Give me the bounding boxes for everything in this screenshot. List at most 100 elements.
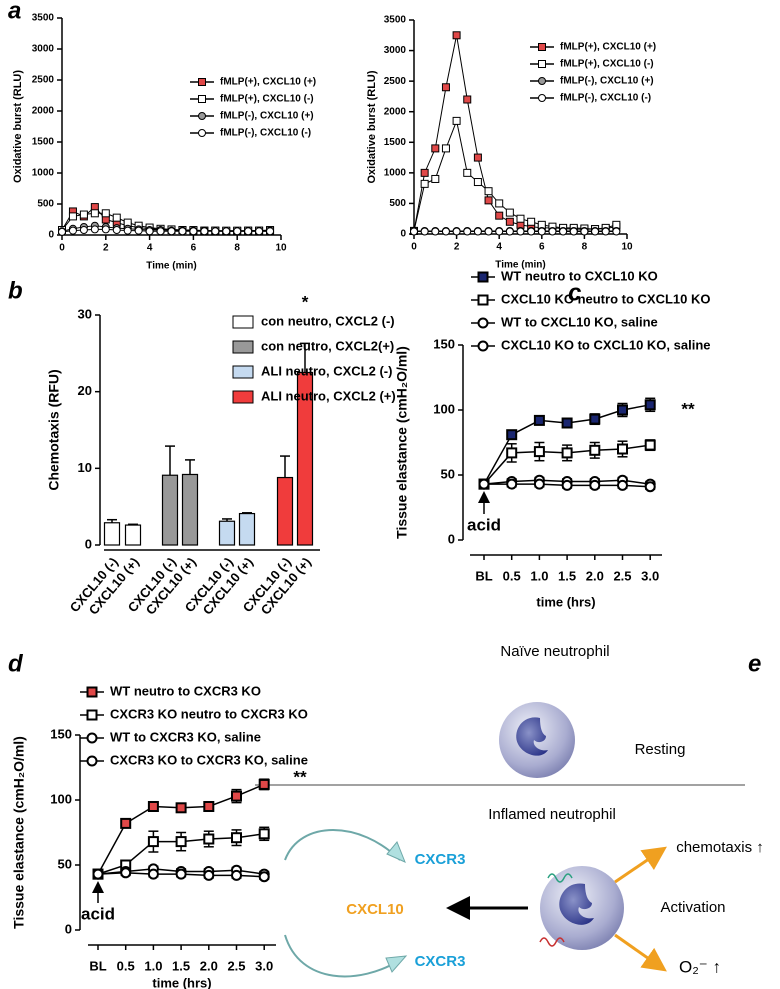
legend-marker xyxy=(198,95,206,103)
marker xyxy=(420,168,429,177)
nucleus xyxy=(559,883,594,925)
marker xyxy=(516,227,525,236)
y-tick-label: 150 xyxy=(433,336,455,351)
marker xyxy=(134,226,143,235)
legend-swatch xyxy=(232,315,254,329)
panel-label: e xyxy=(748,650,761,677)
legend-marker xyxy=(538,43,546,51)
marker xyxy=(90,209,99,218)
marker xyxy=(431,227,440,236)
legend-marker xyxy=(198,78,206,86)
legend-label: CXCR3 KO to CXCR3 KO, saline xyxy=(110,752,308,767)
annotation: acid xyxy=(467,515,501,534)
x-tick-label: 1.5 xyxy=(172,958,190,973)
panel-label: d xyxy=(8,650,24,677)
diagram: Naïve neutrophil Resting Inflamed neutro… xyxy=(255,643,764,978)
legend-swatch xyxy=(232,340,254,354)
y-tick-label: 2000 xyxy=(384,106,407,117)
marker xyxy=(200,227,209,236)
x-tick-label: 0 xyxy=(411,242,417,253)
legend-marker xyxy=(86,709,98,721)
legend-label: fMLP(-), CXCL10 (+) xyxy=(560,76,654,87)
legend-marker xyxy=(538,77,546,85)
marker xyxy=(548,227,557,236)
panel-label: c xyxy=(568,279,581,306)
nucleus xyxy=(516,717,548,756)
marker xyxy=(612,227,621,236)
y-tick-label: 3500 xyxy=(32,13,55,24)
marker xyxy=(175,802,187,814)
marker xyxy=(505,227,514,236)
y-tick-label: 0 xyxy=(400,229,406,240)
resting-state: Resting xyxy=(635,741,686,758)
x-tick-label: 4 xyxy=(147,243,153,254)
marker xyxy=(473,178,482,187)
marker xyxy=(90,225,99,234)
y-tick-label: 100 xyxy=(50,791,72,806)
marker xyxy=(79,210,88,219)
marker xyxy=(478,478,490,490)
x-tick-label: 10 xyxy=(275,243,287,254)
marker xyxy=(233,227,242,236)
arrowhead xyxy=(386,841,406,863)
marker xyxy=(431,144,440,153)
marker xyxy=(147,836,159,848)
panel-label: b xyxy=(8,277,23,304)
marker xyxy=(211,227,220,236)
legend-label: WT neutro to CXCR3 KO xyxy=(110,683,261,698)
x-tick-label: 10 xyxy=(621,242,633,253)
marker xyxy=(533,478,545,490)
marker xyxy=(569,227,578,236)
y-axis-label: Tissue elastance (cmH₂O/ml) xyxy=(11,736,27,929)
y-axis-label: Chemotaxis (RFU) xyxy=(46,369,62,490)
marker xyxy=(231,869,242,881)
marker xyxy=(505,208,514,217)
x-tick-label: 2.5 xyxy=(227,958,245,973)
marker xyxy=(147,801,159,812)
marker xyxy=(527,227,536,236)
marker xyxy=(506,478,518,490)
y-tick-label: 2500 xyxy=(384,76,407,87)
marker xyxy=(68,212,77,221)
x-axis-label: Time (min) xyxy=(146,261,196,272)
marker xyxy=(495,211,504,220)
marker xyxy=(203,801,215,812)
legend-label: CXCR3 KO neutro to CXCR3 KO xyxy=(110,706,308,721)
marker xyxy=(617,443,628,455)
legend-label: WT to CXCL10 KO, saline xyxy=(501,314,658,329)
marker xyxy=(484,196,493,205)
marker xyxy=(506,429,518,441)
y-axis-label: Oxidative burst (RLU) xyxy=(366,70,378,183)
legend-label: con neutro, CXCL2(+) xyxy=(261,338,394,353)
legend-label: ALI neutro, CXCL2 (-) xyxy=(261,363,392,378)
legend-label: fMLP(+), CXCL10 (+) xyxy=(560,42,656,53)
x-tick-label: 0.5 xyxy=(117,958,135,973)
y-tick-label: 50 xyxy=(58,856,72,871)
marker xyxy=(420,227,429,236)
x-axis-label: time (hrs) xyxy=(536,594,595,609)
y-tick-label: 3500 xyxy=(384,15,407,26)
marker xyxy=(463,168,472,177)
y-tick-label: 20 xyxy=(78,383,92,398)
chemotaxis-label: chemotaxis ↑ xyxy=(676,839,764,856)
marker xyxy=(258,828,270,840)
y-tick-label: 0 xyxy=(85,536,92,551)
marker xyxy=(258,778,270,790)
bar xyxy=(218,520,236,546)
marker xyxy=(533,414,545,426)
marker xyxy=(580,227,589,236)
legend-swatch xyxy=(232,365,254,379)
arrowhead xyxy=(385,955,408,973)
marker xyxy=(112,213,121,222)
x-tick-label: 1.0 xyxy=(144,958,162,973)
receptor-label: CXCR3 xyxy=(415,953,466,970)
legend-marker xyxy=(477,317,489,329)
marker xyxy=(420,179,429,188)
annotation: ** xyxy=(293,767,307,786)
y-tick-label: 2000 xyxy=(32,106,55,117)
marker xyxy=(441,227,450,236)
marker xyxy=(561,479,573,491)
legend-label: CXCL10 KO to CXCL10 KO, saline xyxy=(501,337,711,352)
marker xyxy=(495,227,504,236)
